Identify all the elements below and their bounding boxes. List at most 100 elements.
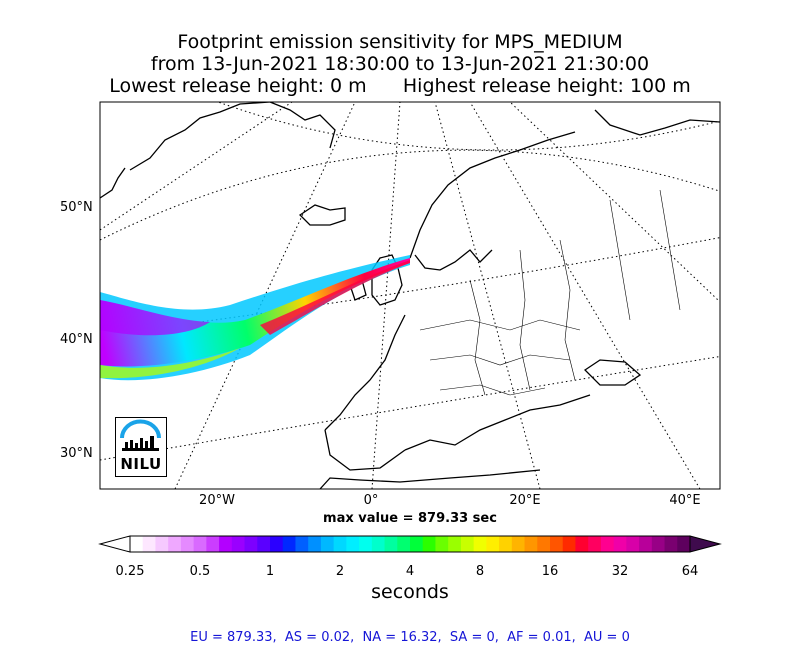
colorbar-cell (639, 536, 653, 552)
black-sea-coast (583, 359, 642, 386)
emission-plume (100, 255, 410, 381)
logo-text: NILU (120, 455, 162, 473)
scandinavia-coast (409, 131, 576, 259)
title-line-2: from 13-Jun-2021 18:30:00 to 13-Jun-2021… (150, 53, 650, 75)
lat-label-30n: 30°N (60, 446, 93, 461)
logo-skyline (122, 436, 159, 451)
colorbar-tick: 4 (405, 564, 415, 579)
lon-label-0: 0° (363, 493, 379, 508)
uk-coast (371, 254, 403, 306)
colorbar-cell (308, 536, 322, 552)
colorbar-cell (613, 536, 627, 552)
colorbar-frame (129, 535, 691, 553)
meridian-20e (434, 102, 541, 489)
colorbar-cell (270, 536, 284, 552)
colorbar-cell (562, 536, 576, 552)
colorbar-tick: 32 (611, 564, 629, 579)
colorbar-cell (626, 536, 640, 552)
plume-west (100, 300, 210, 336)
colorbar-cell (231, 536, 246, 552)
europe-west-coast (324, 314, 406, 431)
iberia-coast (324, 429, 406, 471)
colorbar-cell (499, 536, 513, 552)
colorbar-cell (282, 536, 296, 552)
iceland-coast (298, 204, 346, 226)
title-line-1: Footprint emission sensitivity for MPS_M… (177, 31, 623, 53)
colorbar-cell (588, 536, 602, 552)
colorbar-cell (422, 536, 436, 552)
colorbar-cell (448, 536, 462, 552)
lat-label-50n: 50°N (60, 200, 93, 215)
colorbar-cell (511, 536, 526, 552)
meridian-40e (469, 102, 701, 489)
colorbar-cell (359, 536, 373, 552)
nilu-logo: NILU (115, 417, 167, 477)
logo-arc (120, 419, 161, 439)
plume-core (100, 258, 410, 367)
colorbar-cell (486, 536, 500, 552)
colorbar-label: seconds (371, 581, 449, 603)
colorbar-cell (550, 536, 564, 552)
colorbar-tick: 0.5 (189, 564, 211, 579)
colorbar-cell (677, 536, 691, 552)
colorbar-cell (397, 536, 411, 552)
colorbar-cell (180, 536, 195, 552)
lon-label-20e: 20°E (509, 493, 541, 508)
colorbar-cell (371, 536, 386, 552)
max-value-label: max value = 879.33 sec (323, 511, 497, 526)
colorbar-min-extend (98, 535, 131, 553)
parallel-60n (216, 102, 720, 151)
colorbar-cell (219, 536, 233, 552)
canada-coast (100, 167, 126, 199)
colorbar-cell (244, 536, 258, 552)
colorbar-cell (664, 536, 678, 552)
colorbar-cell (537, 536, 551, 552)
colorbar-tick: 0.25 (115, 564, 145, 579)
region-totals: EU = 879.33, AS = 0.02, NA = 16.32, SA =… (190, 630, 630, 645)
plume-south (100, 348, 240, 379)
colorbar-cell (206, 536, 220, 552)
title-line-3: Lowest release height: 0 m Highest relea… (109, 75, 691, 97)
colorbar-cell (168, 536, 182, 552)
colorbar-cell (524, 536, 538, 552)
colorbar-cell (460, 536, 475, 552)
lon-label-20w: 20°W (199, 493, 235, 508)
colorbar-cell (142, 536, 156, 552)
lat-label-40n: 40°N (60, 332, 93, 347)
colorbar-cell (346, 536, 360, 552)
greenland-coast (129, 102, 271, 171)
colorbar-cell (600, 536, 615, 552)
arctic-coast-east (594, 109, 720, 136)
colorbar-tick: 8 (475, 564, 485, 579)
parallel-50n (100, 149, 720, 241)
norway-west (414, 249, 493, 271)
mediterranean-coast (404, 394, 591, 451)
graticule (100, 102, 720, 489)
colorbar-cell (384, 536, 398, 552)
colorbar-cell (333, 536, 347, 552)
africa-coast (319, 469, 541, 489)
meridian-20w (174, 102, 356, 489)
colorbar-cell (130, 536, 144, 552)
colorbar-cell (651, 536, 666, 552)
colorbar-tick: 16 (541, 564, 559, 579)
colorbar-cell (410, 536, 424, 552)
colorbar-tick: 1 (265, 564, 275, 579)
plume-inner (260, 260, 410, 335)
colorbar-tick: 64 (681, 564, 699, 579)
parallel-30n (100, 355, 720, 461)
lon-label-40e: 40°E (669, 493, 701, 508)
greenland-south (269, 102, 336, 149)
meridian-60e (509, 102, 720, 303)
colorbar-tick: 2 (335, 564, 345, 579)
parallel-40n (100, 237, 720, 336)
colorbar-cell (295, 536, 309, 552)
colorbar-cell (435, 536, 449, 552)
colorbar-cell (257, 536, 271, 552)
meridian-40w (100, 102, 293, 231)
meridian-0 (371, 102, 401, 489)
colorbar-cell (193, 536, 207, 552)
country-borders (419, 189, 681, 396)
colorbar-cell (473, 536, 487, 552)
